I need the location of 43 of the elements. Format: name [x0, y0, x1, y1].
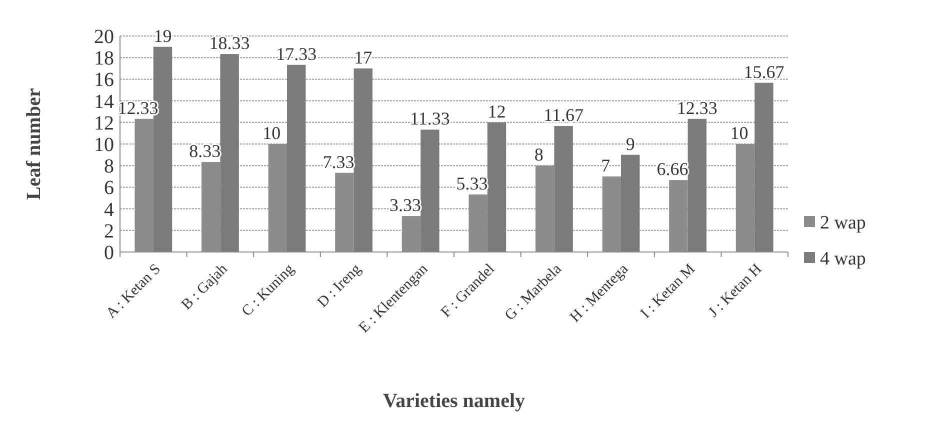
legend-label: 2 wap: [820, 212, 866, 234]
data-label: 12: [488, 101, 506, 122]
data-label: 3.33: [390, 195, 421, 216]
data-label: 17.33: [276, 44, 317, 64]
bar: [554, 126, 573, 252]
data-label: 8: [534, 144, 544, 165]
data-label: 15.67: [744, 62, 784, 82]
y-tick-label: 2: [104, 220, 114, 242]
y-tick-label: 12: [94, 112, 114, 134]
data-label: 18.33: [209, 33, 250, 54]
y-tick-label: 8: [104, 156, 114, 178]
bar: [220, 54, 239, 252]
legend-label: 4 wap: [820, 248, 866, 270]
data-label: 19: [154, 26, 172, 46]
y-tick-label: 18: [94, 48, 114, 70]
bar: [420, 130, 440, 252]
data-label: 11.33: [410, 108, 450, 129]
bar: [754, 82, 774, 252]
bar: [688, 118, 707, 252]
y-tick-label: 20: [94, 26, 114, 48]
bar: [487, 122, 506, 252]
x-axis-title: Varieties namely: [382, 390, 526, 412]
data-label: 5.33: [456, 173, 488, 194]
y-tick-label: 4: [104, 198, 114, 221]
bar: [354, 68, 373, 252]
y-tick-label: 6: [104, 177, 114, 200]
data-label: 10: [730, 123, 748, 143]
y-tick-label: 10: [94, 134, 114, 156]
data-label: 7: [601, 155, 610, 176]
y-tick-label: 16: [94, 69, 114, 92]
data-label: 6.66: [656, 159, 688, 180]
data-label: 8.33: [189, 141, 221, 162]
y-tick-label: 0: [104, 242, 114, 264]
y-tick-label: 14: [94, 90, 114, 113]
data-label: 9: [626, 134, 635, 154]
bar: [287, 64, 306, 252]
data-label: 12.33: [676, 98, 718, 118]
bar: [621, 154, 640, 252]
y-axis-title: Leaf number: [23, 88, 45, 200]
data-label: 11.67: [544, 104, 584, 125]
data-label: 10: [262, 123, 281, 143]
data-label: 17: [354, 47, 372, 68]
data-label: 7.33: [322, 152, 354, 172]
